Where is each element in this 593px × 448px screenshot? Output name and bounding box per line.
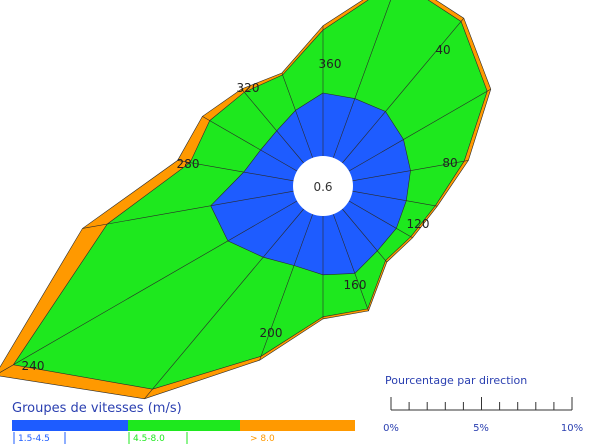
scale-title: Pourcentage par direction	[385, 374, 527, 387]
calm-circle	[293, 156, 353, 216]
scale-ticks	[390, 397, 573, 411]
legend-range-3: > 8.0	[250, 434, 275, 444]
legend-swatch-1	[12, 420, 128, 431]
percentage-scale: Pourcentage par direction 0% 5% 10%	[383, 374, 583, 434]
calm-value: 0.6	[313, 180, 332, 194]
legend-title: Groupes de vitesses (m/s)	[12, 401, 182, 416]
sector-spoke-320	[241, 88, 304, 164]
legend-swatch-2	[128, 420, 240, 431]
direction-label-120: 120	[407, 217, 430, 231]
direction-label-200: 200	[260, 326, 283, 340]
scale-label-10: 10%	[561, 423, 583, 434]
legend-swatch-3	[240, 420, 355, 431]
sector-spoke-80	[352, 160, 469, 182]
sector-spoke-60	[348, 88, 491, 172]
sector-spoke-20	[333, 0, 392, 158]
sector-spoke-140	[342, 208, 388, 263]
sector-spoke-160	[333, 214, 369, 312]
sector-spoke-300	[202, 116, 298, 172]
direction-label-160: 160	[344, 278, 367, 292]
sector-spoke-220	[144, 208, 304, 399]
sector-spoke-200	[259, 214, 313, 361]
scale-label-0: 0%	[383, 423, 399, 434]
sector-spoke-340	[281, 72, 313, 158]
direction-label-240: 240	[22, 359, 45, 373]
sector-spoke-40	[342, 18, 465, 164]
sector-spoke-100	[352, 190, 438, 207]
legend-range-1: 1.5-4.5	[18, 434, 50, 444]
direction-label-360: 360	[319, 57, 342, 71]
direction-label-40: 40	[435, 43, 450, 57]
direction-label-320: 320	[237, 81, 260, 95]
sector-spoke-280	[177, 160, 294, 182]
scale-label-5: 5%	[473, 423, 489, 434]
sector-spoke-260	[82, 190, 294, 229]
sector-spoke-240	[0, 200, 298, 373]
sector-spoke-120	[348, 200, 413, 239]
direction-label-280: 280	[177, 157, 200, 171]
legend-range-2: 4.5-8.0	[133, 434, 165, 444]
direction-label-80: 80	[442, 156, 457, 170]
speed-legend: Groupes de vitesses (m/s) 1.5-4.5 4.5-8.…	[12, 401, 355, 444]
wind-rose-spokes	[0, 0, 491, 399]
